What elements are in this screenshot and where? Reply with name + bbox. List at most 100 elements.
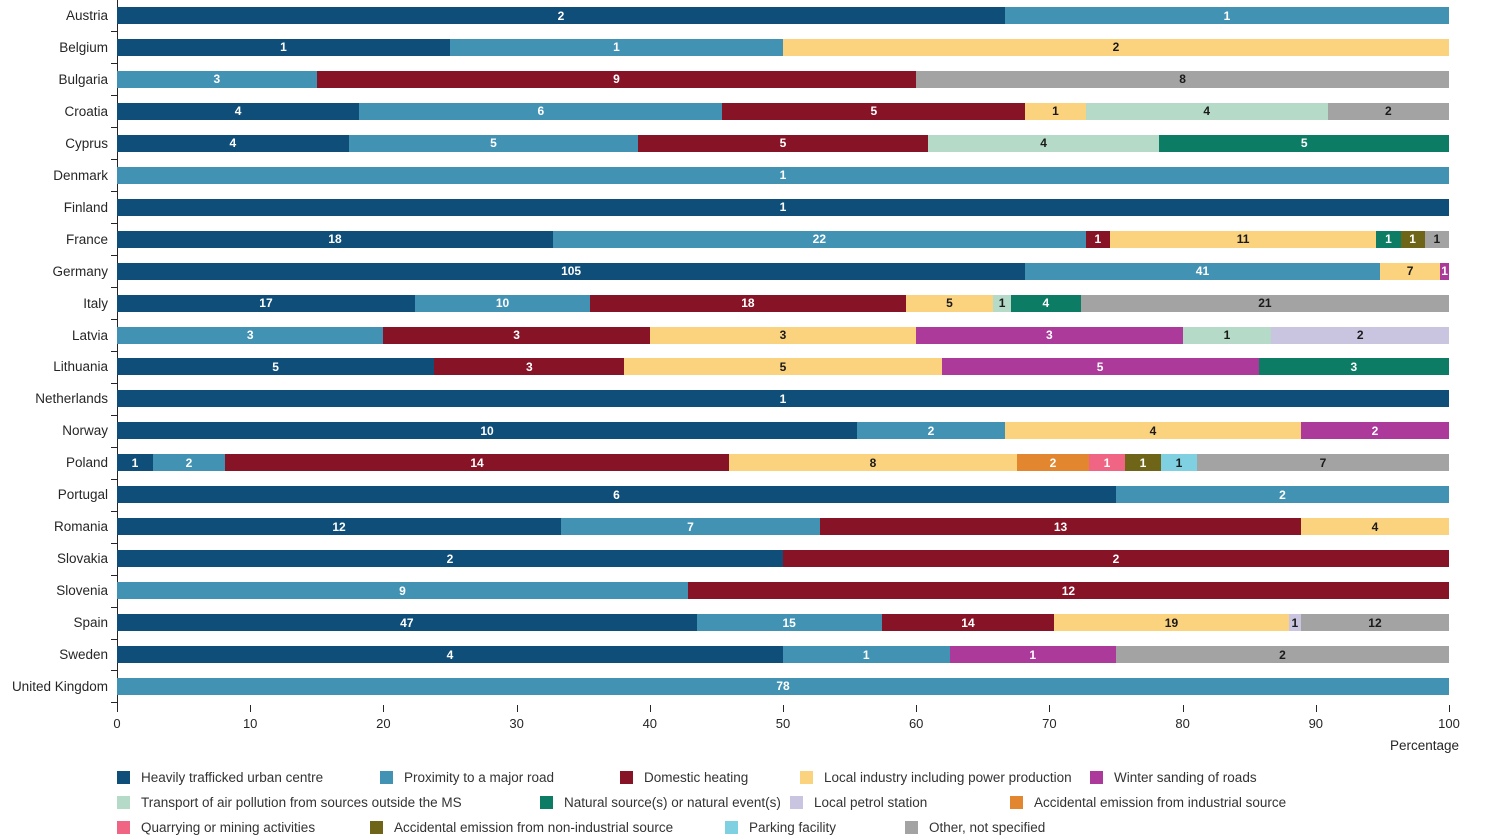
bar-segment: 22 (552, 230, 1086, 248)
legend-label: Winter sanding of roads (1114, 770, 1257, 785)
legend-swatch (117, 821, 130, 834)
y-axis-tick (111, 159, 117, 161)
bar-segment-label: 47 (400, 615, 414, 630)
bar-segment-label: 3 (1046, 328, 1053, 342)
bar-segment-label: 2 (927, 423, 935, 438)
bar-segment-label: 1 (1094, 232, 1102, 247)
legend-item: Local industry including power productio… (800, 770, 1090, 785)
country-label: Belgium (59, 39, 108, 55)
y-axis-tick (111, 446, 117, 448)
bar-segment-label: 11 (1236, 232, 1250, 247)
legend-swatch (370, 821, 383, 834)
bar-row: 9 12 (117, 582, 1449, 600)
x-axis-tick (916, 705, 918, 712)
bar-segment: 5 (624, 358, 942, 376)
bar-segment: 7 (1197, 454, 1449, 472)
bar-segment: 1 (1182, 326, 1272, 344)
bar-row: 4 5 5 4 5 (117, 134, 1449, 152)
bar-segment-label: 5 (779, 359, 787, 374)
bar-segment: 1 (783, 646, 950, 663)
bar-segment-label: 6 (537, 104, 545, 119)
plot-area: 2 1 1 1 2 3 9 8 4 6 5 1 4 2 4 5 5 4 5 1 1 18 22 1 11 1 1 1 105 41 7 1 17… (117, 0, 1449, 705)
bar-segment: 105 (117, 262, 1026, 280)
bar-segment-label: 1 (280, 40, 287, 55)
bar-segment: 21 (1080, 294, 1449, 312)
legend-label: Local petrol station (814, 795, 928, 810)
bar-segment-label: 6 (613, 487, 620, 502)
legend-label: Natural source(s) or natural event(s) (564, 795, 781, 810)
bar-segment-label: 1 (131, 455, 139, 470)
legend-swatch (1090, 771, 1103, 784)
bar-segment-label: 4 (1042, 296, 1050, 311)
bar-segment: 1 (117, 390, 1449, 408)
x-axis-tick-label: 0 (113, 716, 121, 731)
bar-segment-label: 18 (328, 232, 342, 247)
x-axis-tick (1049, 705, 1051, 712)
bar-segment-label: 1 (613, 40, 620, 55)
bar-segment: 2 (153, 454, 225, 472)
bar-segment-label: 3 (213, 72, 221, 87)
legend-label: Local industry including power productio… (824, 770, 1072, 785)
bar-row: 47 15 14 19 1 12 (117, 614, 1449, 632)
x-axis-tick (383, 705, 385, 712)
bar-segment-label: 5 (1096, 359, 1104, 374)
legend-swatch (540, 796, 553, 809)
bar-segment-label: 3 (246, 328, 254, 342)
bar-segment: 9 (117, 582, 688, 600)
bar-segment: 2 (1017, 454, 1089, 472)
bar-segment: 1 (1161, 454, 1197, 472)
x-axis-tick-label: 30 (509, 716, 524, 731)
legend-row: Quarrying or mining activities Accidental… (117, 815, 1467, 835)
bar-segment-label: 15 (782, 615, 796, 630)
bar-segment: 3 (434, 358, 625, 376)
bar-segment: 2 (1271, 326, 1449, 344)
bar-segment-label: 9 (613, 72, 620, 87)
bar-segment-label: 3 (525, 359, 533, 374)
x-axis-tick-label: 50 (775, 716, 791, 731)
bar-row: 17 10 18 5 1 4 21 (117, 294, 1449, 312)
x-axis-tick-label: 60 (908, 716, 924, 731)
bar-segment: 1 (1376, 230, 1401, 248)
legend-label: Quarrying or mining activities (141, 820, 316, 835)
country-label: Latvia (71, 327, 108, 343)
bar-segment: 1 (1085, 230, 1110, 248)
x-axis-tick (516, 705, 518, 712)
bar-segment: 3 (916, 326, 1183, 344)
bar-segment-label: 4 (234, 104, 242, 119)
bar-segment-label: 3 (513, 328, 520, 342)
bar-segment-label: 1 (1385, 232, 1392, 247)
bar-segment-label: 1 (1223, 328, 1231, 342)
bar-segment: 4 (117, 646, 783, 663)
legend-item: Parking facility (725, 820, 905, 835)
bar-segment-label: 19 (1164, 615, 1179, 630)
country-label: Norway (62, 423, 108, 439)
bar-row: 10 2 4 2 (117, 422, 1449, 440)
y-axis-tick (111, 606, 117, 608)
bar-segment-label: 2 (1279, 647, 1286, 662)
bar-segment-label: 2 (1049, 455, 1057, 470)
bar-segment: 1 (1125, 454, 1161, 472)
country-label: Spain (73, 615, 108, 631)
y-axis-tick (111, 350, 117, 352)
bar-segment: 1 (1400, 230, 1425, 248)
y-axis-tick (111, 223, 117, 225)
bar-segment-label: 7 (687, 519, 694, 534)
legend-label: Heavily trafficked urban centre (141, 770, 324, 785)
bar-segment: 1 (450, 38, 783, 56)
country-label: Germany (52, 263, 108, 279)
bar-segment: 14 (881, 614, 1055, 632)
bar-segment-label: 1 (779, 391, 787, 406)
bar-row: 3 9 8 (117, 70, 1449, 88)
bar-segment: 1 (1089, 454, 1125, 472)
bar-segment-label: 2 (185, 455, 193, 470)
y-axis-tick (111, 574, 117, 576)
bar-row: 1 1 2 (117, 38, 1449, 56)
bar-segment: 3 (117, 326, 384, 344)
bar-segment: 4 (1301, 518, 1449, 536)
bar-segment: 5 (905, 294, 994, 312)
bar-segment-label: 5 (490, 136, 497, 151)
bar-segment: 18 (117, 230, 553, 248)
bar-segment: 11 (1109, 230, 1377, 248)
